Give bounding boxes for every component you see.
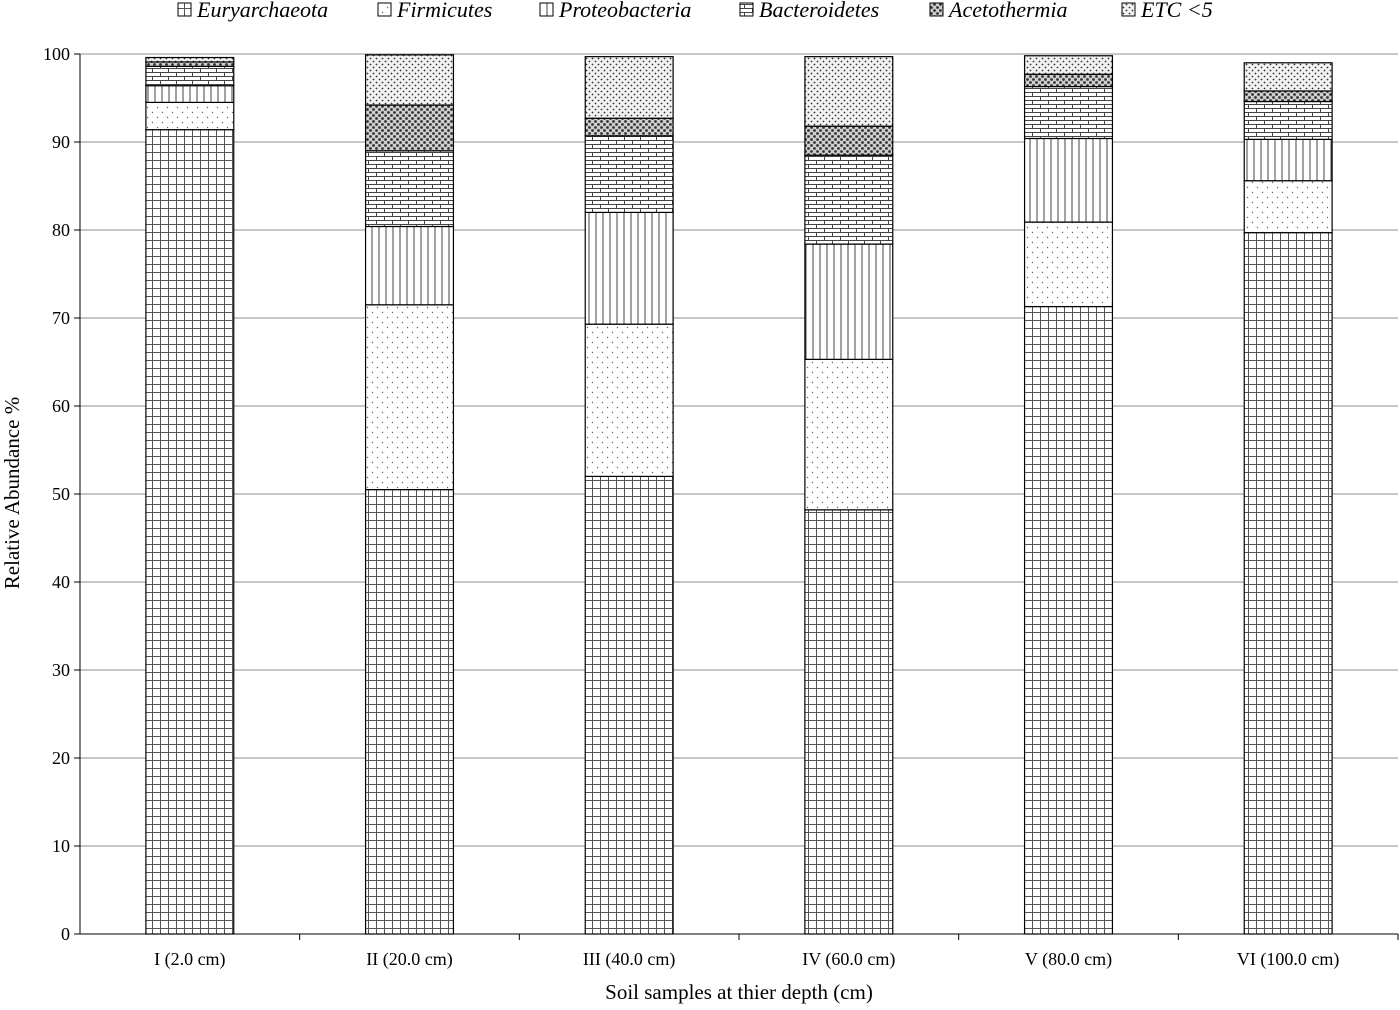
bar-segment-bacteroidetes [1023,85,1114,140]
legend-label: Proteobacteria [558,0,691,22]
y-tick-label: 70 [52,308,70,328]
legend-label: Euryarchaeota [196,0,328,22]
legend-swatch [1121,2,1136,17]
bar-segment-etc-5 [145,56,235,63]
legend-label: Bacteroidetes [759,0,879,22]
y-tick-label: 80 [52,220,70,240]
x-tick-label: I (2.0 cm) [154,949,225,970]
legend-item: Firmicutes [377,0,492,22]
bar-segment-etc-5 [584,56,674,119]
bar-segment-proteobacteria [364,225,455,306]
x-tick-label: IV (60.0 cm) [802,949,895,970]
bar-segment-acetothermia [1023,73,1114,88]
x-tick-label: V (80.0 cm) [1025,949,1112,970]
bar-segment-bacteroidetes [364,150,455,228]
axes: 0 10 20 30 40 50 60 70 80 90 100 I (2.0 cm) II (20.0… [43,44,1399,970]
x-axis-title: Soil samples at thier depth (cm) [605,980,873,1004]
bar-stack [584,56,674,935]
y-tick-label: 90 [52,132,70,152]
bar-segment-proteobacteria [1243,138,1333,182]
x-tick-label: VI (100.0 cm) [1237,949,1339,970]
y-tick-label: 0 [61,924,70,944]
bar-segment-acetothermia [364,104,455,152]
legend-item: Acetothermia [929,0,1068,22]
legend: Euryarchaeota Firmicutes Proteobacteria Bac… [177,0,1213,22]
legend-label: Acetothermia [947,0,1068,22]
bar-segment-bacteroidetes [1243,100,1333,140]
legend-item: Euryarchaeota [177,0,328,22]
legend-item: Proteobacteria [539,0,691,22]
bar-segment-proteobacteria [1023,137,1114,223]
bar-segment-etc-5 [364,54,455,106]
bar-segment-euryarchaeota [1243,232,1333,935]
y-tick-label: 50 [52,484,70,504]
gridlines [80,53,1398,847]
bar-segment-proteobacteria [804,243,894,360]
legend-swatch [929,2,944,17]
bar-segment-bacteroidetes [804,154,894,245]
bar-segment-etc-5 [1023,55,1114,75]
legend-swatch [739,2,754,17]
bar-stack [1023,55,1114,935]
y-tick-label: 40 [52,572,70,592]
bar-stack [1243,62,1333,935]
y-axis-title: Relative Abundance % [0,397,24,589]
bar-segment-acetothermia [584,117,674,137]
bar-segment-firmicutes [364,304,455,491]
bar-segment-firmicutes [804,358,894,511]
x-tick-label: II (20.0 cm) [366,949,452,970]
bars [145,54,1333,935]
bar-segment-euryarchaeota [145,129,235,935]
bar-stack [804,56,894,935]
y-tick-label: 100 [43,44,70,64]
bar-stack [145,56,235,935]
bar-segment-firmicutes [1023,221,1114,308]
legend-item: ETC <5 [1121,0,1213,22]
bar-segment-bacteroidetes [584,135,674,213]
bar-segment-bacteroidetes [145,65,235,87]
bar-segment-proteobacteria [584,211,674,325]
legend-swatch [539,2,554,17]
bar-segment-firmicutes [145,101,235,131]
bar-segment-firmicutes [584,323,674,478]
bar-segment-euryarchaeota [584,475,674,935]
y-tick-label: 30 [52,660,70,680]
bar-segment-proteobacteria [145,85,235,103]
bar-segment-euryarchaeota [804,509,894,935]
x-tick-label: III (40.0 cm) [583,949,675,970]
legend-swatch [377,2,392,17]
bar-segment-euryarchaeota [364,489,455,935]
y-tick-label: 20 [52,748,70,768]
legend-label: ETC <5 [1140,0,1213,22]
bar-segment-firmicutes [1243,180,1333,234]
legend-label: Firmicutes [396,0,492,22]
y-tick-label: 10 [52,836,70,856]
y-tick-label: 60 [52,396,70,416]
bar-segment-acetothermia [804,125,894,156]
bar-segment-acetothermia [1243,90,1333,103]
bar-stack [364,54,455,935]
bar-segment-etc-5 [804,56,894,127]
bar-segment-euryarchaeota [1023,305,1114,935]
legend-item: Bacteroidetes [739,0,879,22]
legend-swatch [177,2,192,17]
bar-segment-etc-5 [1243,62,1333,92]
bar-segment-acetothermia [145,61,235,67]
